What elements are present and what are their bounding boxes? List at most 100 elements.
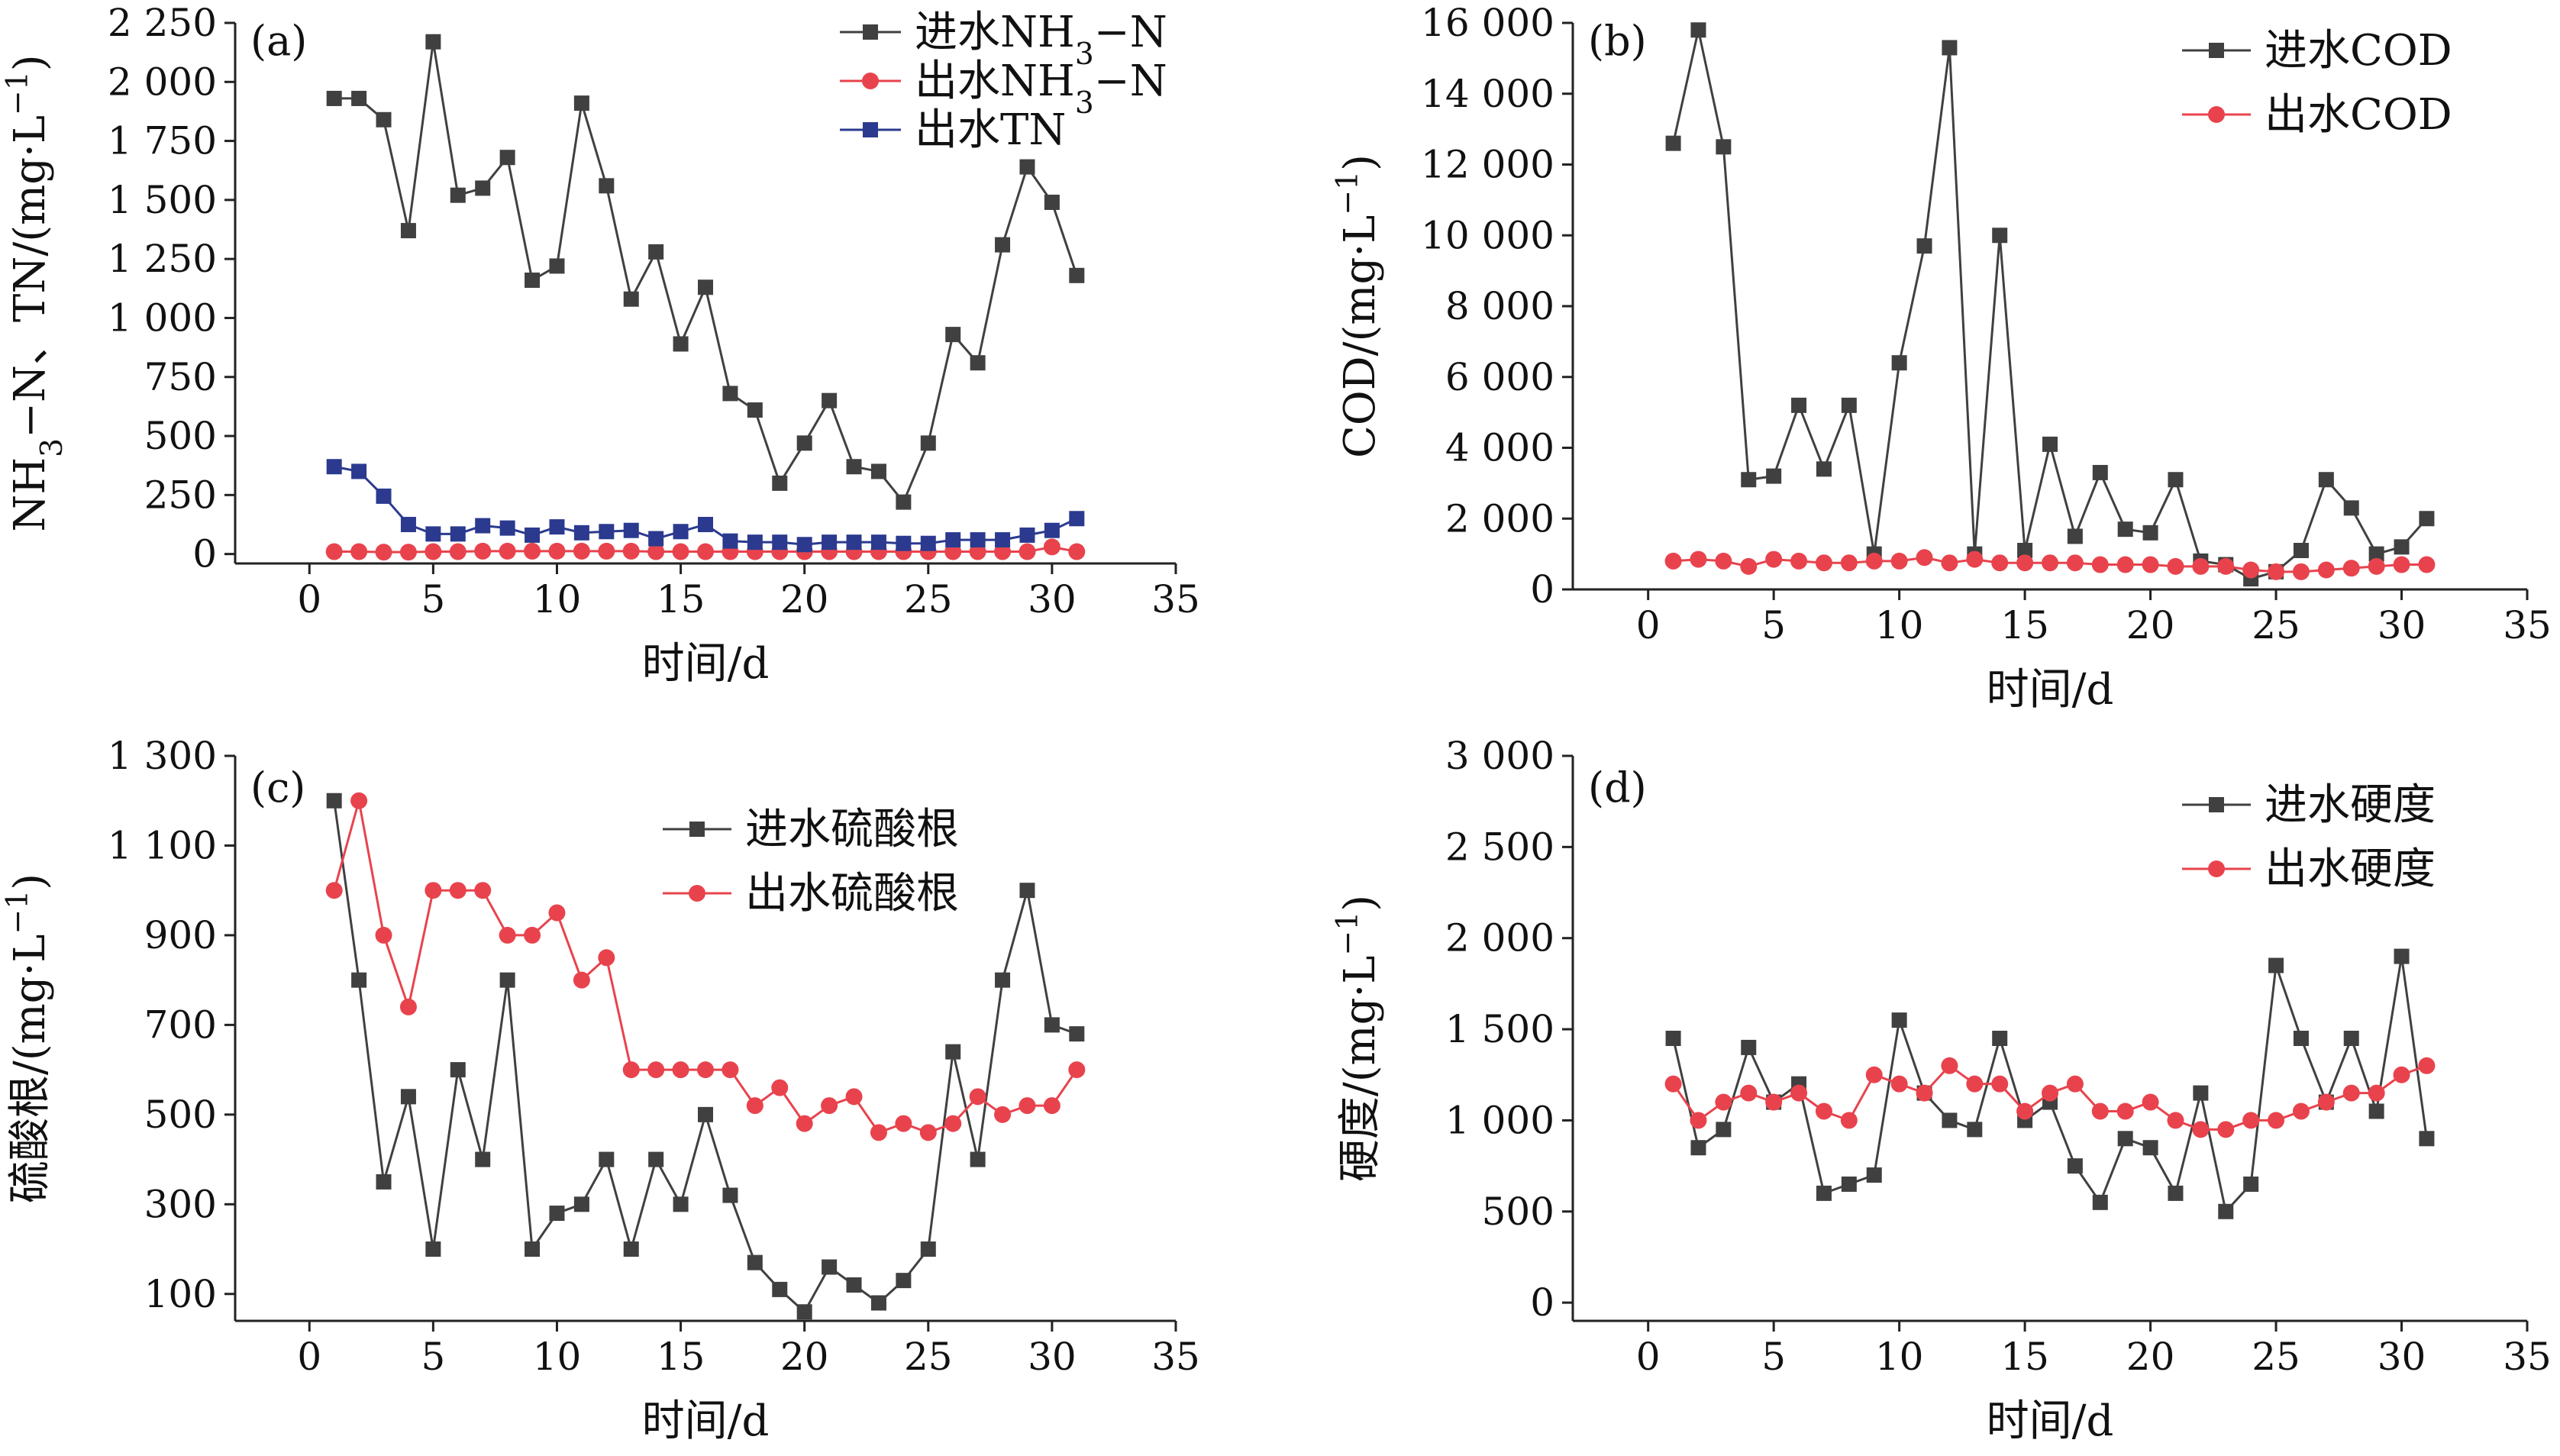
data-point xyxy=(1916,549,1933,567)
data-point xyxy=(1815,1102,1832,1120)
data-point xyxy=(2116,1102,2134,1120)
data-point xyxy=(1068,1061,1086,1079)
data-point xyxy=(425,882,442,899)
data-point xyxy=(549,258,565,274)
x-tick-label: 30 xyxy=(2378,1335,2426,1379)
data-point xyxy=(995,237,1011,253)
data-point xyxy=(1716,139,1732,155)
data-point xyxy=(1992,1031,2008,1046)
data-point xyxy=(351,90,367,106)
y-tick-label: 1 000 xyxy=(1445,1098,1554,1142)
data-point xyxy=(350,792,368,809)
data-point xyxy=(2419,511,2435,527)
x-tick-label: 0 xyxy=(297,1335,321,1379)
y-tick-label: 14 000 xyxy=(1421,72,1554,116)
x-tick-label: 25 xyxy=(904,577,953,621)
data-point xyxy=(1741,472,1757,488)
y-axis-label: 硫酸根/(mg·L−1) xyxy=(1,873,56,1203)
data-point xyxy=(1841,397,1857,413)
data-point xyxy=(1690,550,1707,568)
data-point xyxy=(2343,1031,2359,1046)
data-point xyxy=(548,542,566,560)
data-point xyxy=(2292,1102,2310,1120)
data-point xyxy=(2292,563,2310,580)
data-point xyxy=(2067,528,2083,544)
x-tick-label: 15 xyxy=(2000,603,2049,647)
y-tick-label: 2 000 xyxy=(1445,496,1554,541)
x-axis-label: 时间/d xyxy=(642,639,770,689)
data-point xyxy=(1716,1122,1732,1138)
data-point xyxy=(672,543,689,560)
data-point xyxy=(2317,1093,2335,1111)
data-point xyxy=(2217,557,2235,575)
x-tick-label: 20 xyxy=(2126,1335,2175,1379)
data-point xyxy=(2293,1031,2309,1046)
data-point xyxy=(475,518,491,534)
data-point xyxy=(920,535,936,551)
legend-marker xyxy=(2208,106,2225,123)
x-tick-label: 10 xyxy=(533,577,582,621)
y-tick-label: 2 250 xyxy=(108,1,217,45)
data-point xyxy=(400,223,416,239)
data-point xyxy=(1690,1140,1706,1156)
data-point xyxy=(2042,554,2058,572)
data-point xyxy=(2142,1140,2158,1156)
data-point xyxy=(326,793,342,809)
y-tick-label: 1 300 xyxy=(108,734,217,778)
data-point xyxy=(325,882,343,899)
data-point xyxy=(1019,527,1035,543)
data-point xyxy=(1966,1075,1984,1093)
data-point xyxy=(648,1151,664,1167)
data-point xyxy=(2168,1185,2184,1201)
data-point xyxy=(647,543,665,560)
y-tick-label: 900 xyxy=(144,913,217,957)
x-tick-label: 25 xyxy=(2252,603,2300,647)
data-point xyxy=(970,1151,986,1167)
data-point xyxy=(525,527,541,543)
data-point xyxy=(376,1174,392,1190)
data-point xyxy=(449,543,466,560)
data-point xyxy=(549,519,565,535)
data-point xyxy=(648,244,664,260)
series-line-0 xyxy=(1672,956,2428,1214)
data-point xyxy=(822,1259,838,1275)
data-point xyxy=(2418,1057,2436,1074)
data-point xyxy=(599,1151,615,1167)
x-tick-label: 0 xyxy=(297,577,321,621)
data-point xyxy=(747,1254,763,1270)
x-tick-label: 20 xyxy=(780,1335,829,1379)
data-point xyxy=(622,1061,640,1079)
data-point xyxy=(2419,1131,2435,1147)
data-point xyxy=(1019,543,1036,560)
x-axis-label: 时间/d xyxy=(1987,665,2114,715)
data-point xyxy=(1766,468,1782,484)
data-point xyxy=(2418,556,2436,573)
data-point xyxy=(2218,1203,2234,1219)
y-tick-label: 100 xyxy=(144,1272,217,1316)
data-point xyxy=(2342,560,2360,577)
data-point xyxy=(1991,1075,2009,1093)
data-point xyxy=(870,1295,886,1311)
data-point xyxy=(846,1277,862,1293)
data-point xyxy=(1816,461,1832,477)
data-point xyxy=(673,524,689,540)
data-point xyxy=(994,1106,1012,1123)
data-point xyxy=(1840,554,1858,572)
data-point xyxy=(2393,1066,2410,1083)
chart-panel-b: 0 5 10 15 20 25 30 35 0 2 000 4 000 6 000 8 000 10 00… xyxy=(1331,1,2552,715)
data-point xyxy=(2167,557,2184,575)
data-point xyxy=(598,949,615,967)
y-tick-label: 2 000 xyxy=(1445,916,1554,960)
data-point xyxy=(1890,1075,1908,1093)
data-point xyxy=(2067,1158,2083,1174)
legend-marker xyxy=(2209,43,2224,58)
y-tick-label: 12 000 xyxy=(1421,143,1554,187)
legend-marker xyxy=(689,822,705,837)
data-point xyxy=(945,327,961,343)
data-point xyxy=(845,1088,863,1106)
x-tick-label: 35 xyxy=(1151,1335,1200,1379)
panel-tag: (c) xyxy=(250,764,305,812)
data-point xyxy=(499,972,515,988)
data-point xyxy=(1664,1075,1682,1093)
data-point xyxy=(425,543,442,560)
